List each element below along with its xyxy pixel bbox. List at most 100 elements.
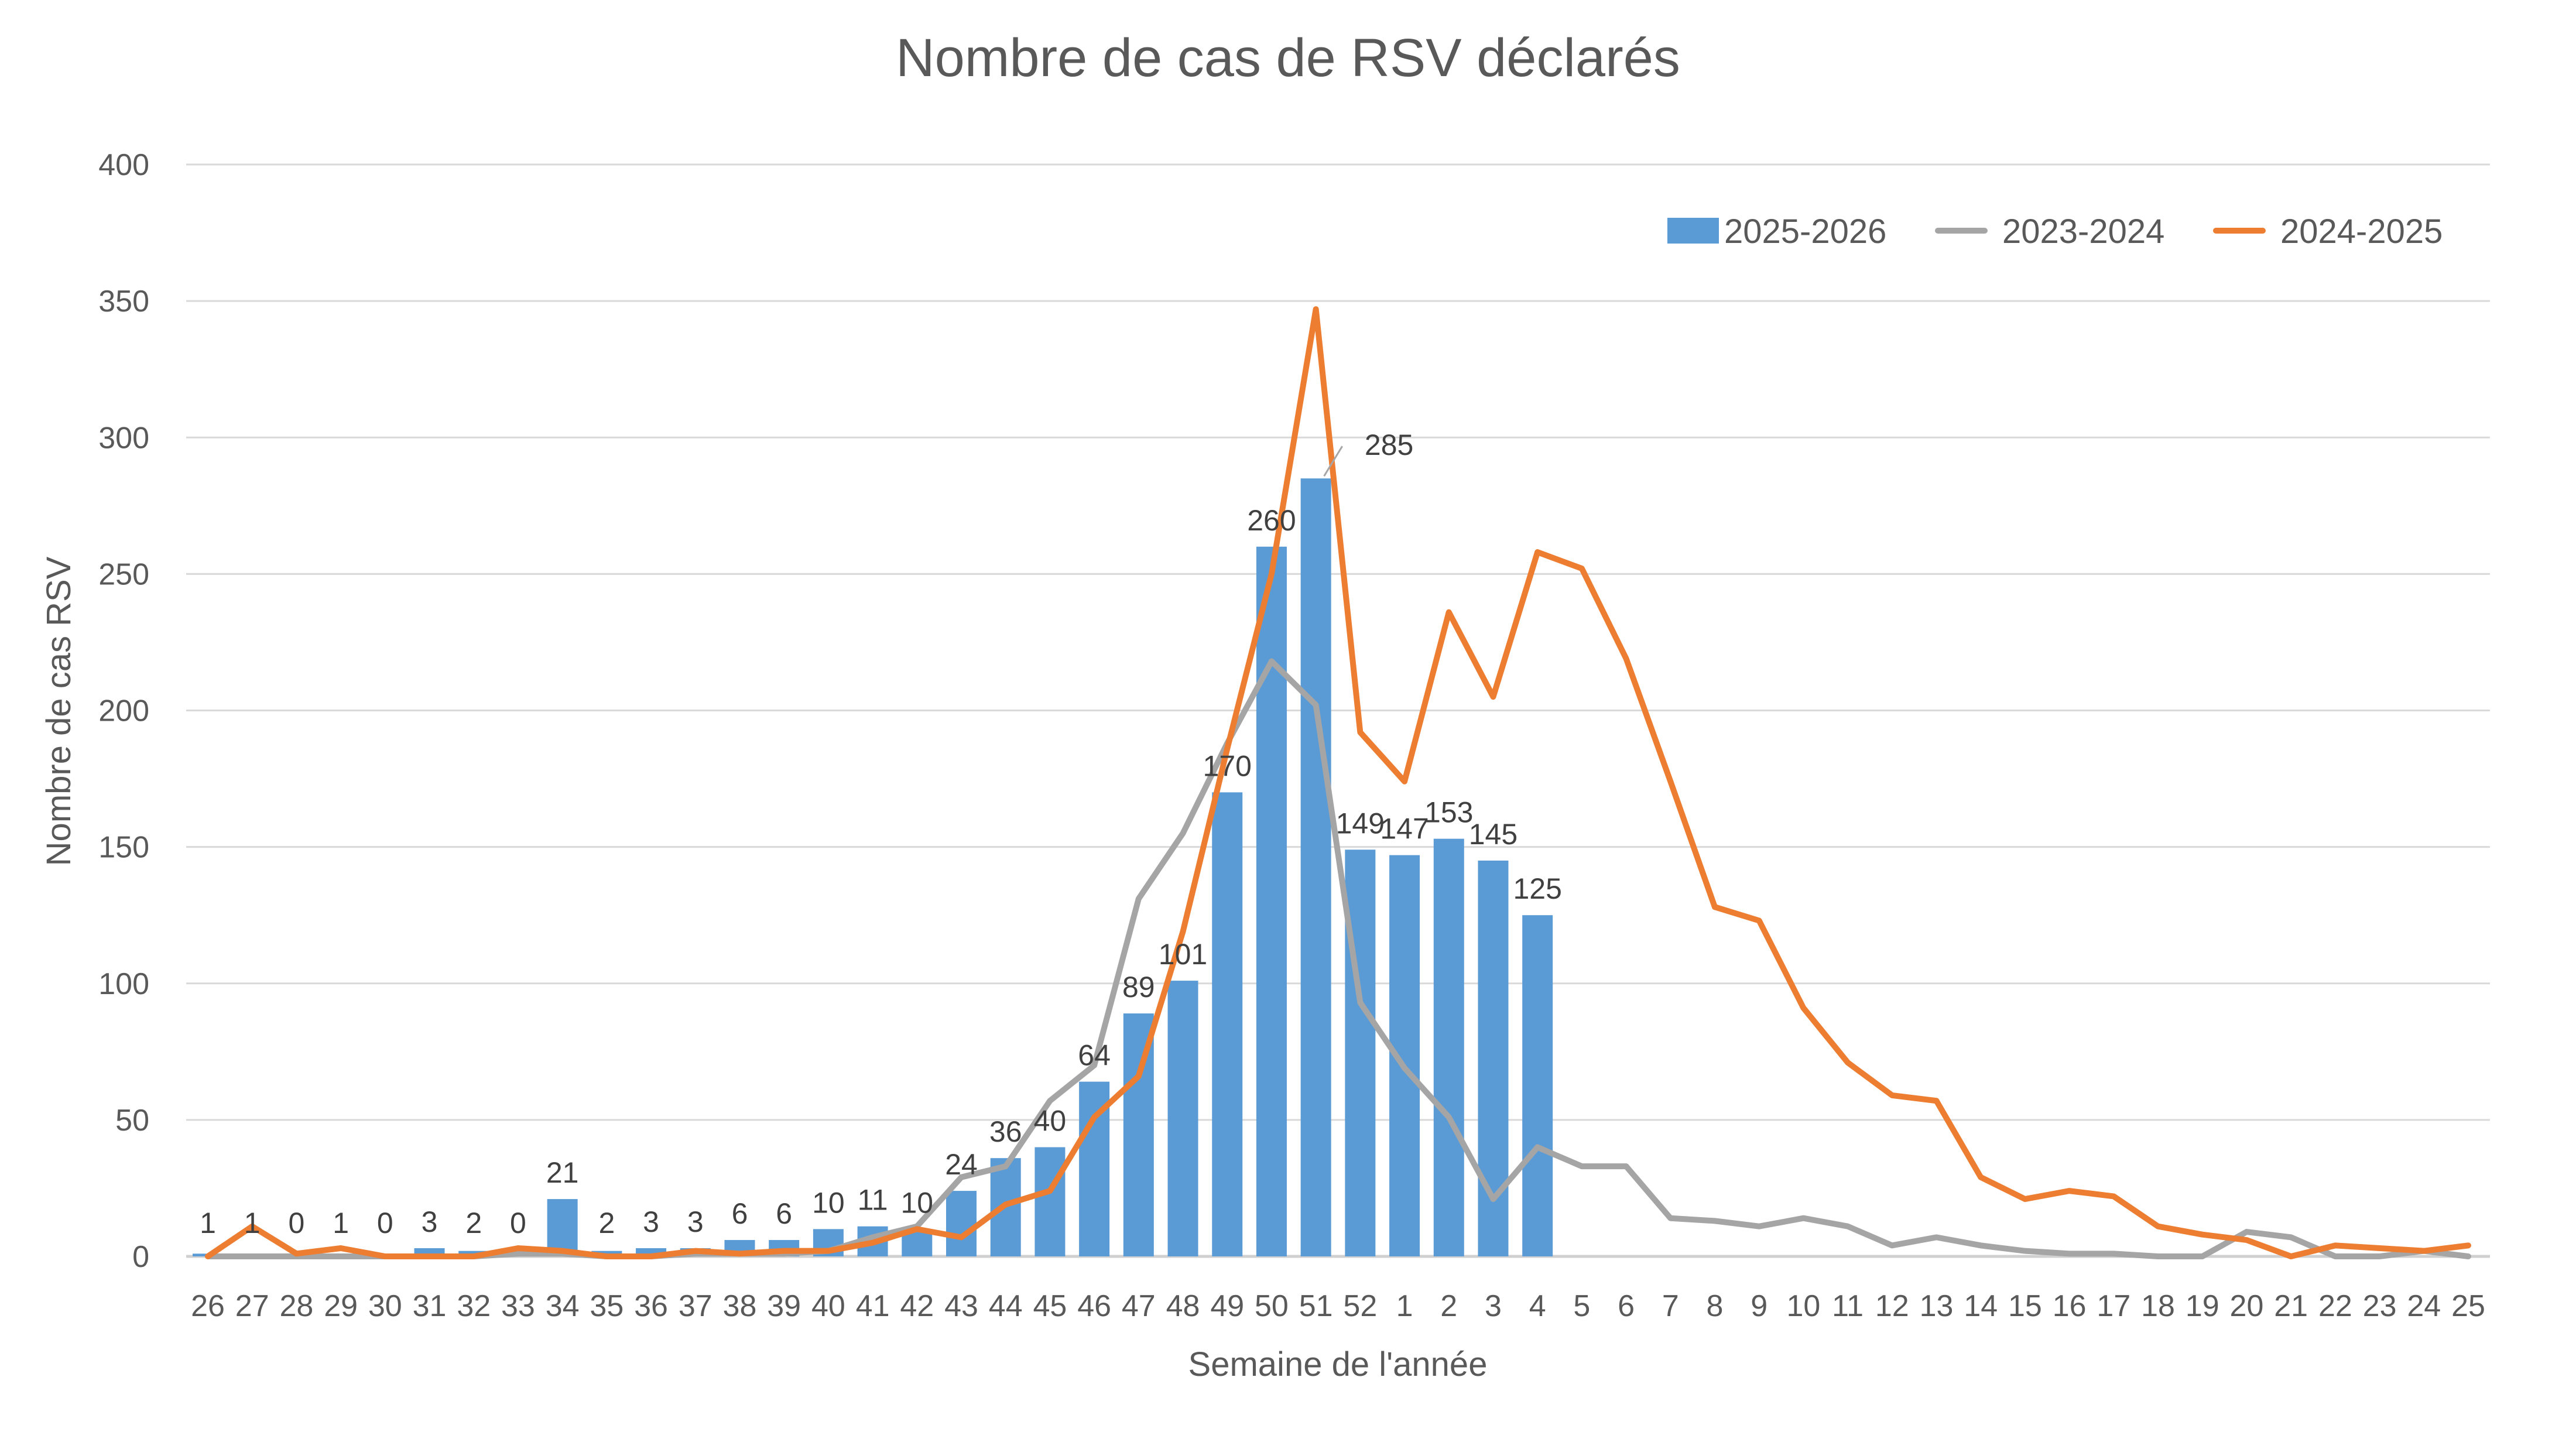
data-label: 64: [1078, 1039, 1111, 1072]
data-label: 0: [510, 1207, 526, 1239]
x-tick-label: 42: [900, 1289, 934, 1323]
x-tick-label: 17: [2097, 1289, 2130, 1323]
x-tick-label: 23: [2363, 1289, 2397, 1323]
x-tick-label: 43: [944, 1289, 978, 1323]
x-tick-label: 36: [634, 1289, 668, 1323]
data-label: 6: [732, 1197, 748, 1230]
x-tick-label: 2: [1440, 1289, 1457, 1323]
y-axis-title: Nombre de cas RSV: [40, 556, 78, 866]
x-tick-label: 31: [413, 1289, 447, 1323]
bar-50: [1256, 546, 1287, 1256]
data-label: 2: [598, 1207, 615, 1239]
x-tick-label: 5: [1573, 1289, 1590, 1323]
data-label: 11: [858, 1184, 888, 1217]
line-2024-2025: [205, 306, 2471, 1259]
bar-48: [1167, 981, 1198, 1256]
x-tick-label: 48: [1166, 1289, 1200, 1323]
data-label: 1: [333, 1207, 349, 1239]
legend-label-2024-2025: 2024-2025: [2280, 213, 2443, 251]
data-label: 0: [377, 1207, 393, 1239]
chart-title: Nombre de cas de RSV déclarés: [896, 28, 1680, 88]
legend-label-2025-2026: 2025-2026: [1724, 213, 1886, 251]
x-tick-label: 16: [2053, 1289, 2087, 1323]
x-tick-label: 52: [1343, 1289, 1377, 1323]
bar-4: [1522, 915, 1553, 1256]
bar-51: [1300, 478, 1331, 1256]
data-label: 3: [687, 1205, 704, 1238]
x-tick-label: 28: [279, 1289, 313, 1323]
y-tick-label: 350: [98, 285, 149, 318]
legend-swatch-bar: [1667, 218, 1719, 244]
data-label: 21: [546, 1156, 579, 1189]
x-tick-label: 7: [1662, 1289, 1679, 1323]
y-tick-label: 0: [132, 1240, 149, 1274]
x-tick-label: 6: [1618, 1289, 1635, 1323]
data-label: 10: [900, 1186, 933, 1219]
data-label: 0: [289, 1207, 305, 1239]
y-tick-label: 50: [115, 1104, 149, 1138]
x-tick-label: 9: [1751, 1289, 1767, 1323]
bar-52: [1345, 849, 1376, 1256]
bar-43: [946, 1191, 977, 1256]
x-tick-label: 35: [590, 1289, 624, 1323]
data-label: 6: [776, 1197, 792, 1230]
x-tick-label: 26: [191, 1289, 225, 1323]
x-tick-label: 18: [2141, 1289, 2175, 1323]
x-tick-label: 22: [2318, 1289, 2352, 1323]
x-tick-label: 51: [1299, 1289, 1333, 1323]
x-tick-label: 32: [457, 1289, 491, 1323]
data-label: 89: [1122, 971, 1155, 1003]
x-tick-label: 15: [2008, 1289, 2042, 1323]
x-tick-label: 33: [501, 1289, 535, 1323]
x-tick-label: 47: [1122, 1289, 1156, 1323]
x-tick-label: 40: [811, 1289, 845, 1323]
x-tick-label: 34: [546, 1289, 580, 1323]
data-label: 3: [422, 1205, 438, 1238]
x-tick-label: 45: [1033, 1289, 1067, 1323]
x-tick-label: 24: [2407, 1289, 2441, 1323]
y-tick-label: 150: [98, 831, 149, 865]
data-label: 147: [1380, 813, 1429, 845]
data-label: 1: [200, 1207, 216, 1239]
x-tick-label: 29: [324, 1289, 358, 1323]
data-label: 260: [1247, 504, 1296, 537]
y-tick-label: 400: [98, 148, 149, 182]
x-tick-label: 1: [1396, 1289, 1413, 1323]
bar-45: [1034, 1147, 1066, 1256]
data-label: 36: [989, 1115, 1022, 1148]
y-tick-label: 300: [98, 421, 149, 455]
x-tick-label: 13: [1920, 1289, 1954, 1323]
x-tick-label: 10: [1786, 1289, 1820, 1323]
x-axis-title: Semaine de l'année: [1188, 1345, 1488, 1383]
x-tick-label: 30: [368, 1289, 402, 1323]
x-tick-label: 8: [1707, 1289, 1724, 1323]
y-tick-label: 200: [98, 694, 149, 728]
bar-34: [547, 1199, 578, 1256]
data-label: 40: [1034, 1105, 1067, 1138]
x-tick-label: 4: [1529, 1289, 1546, 1323]
legend: 2025-2026 2023-2024 2024-2025: [1667, 213, 2443, 251]
x-tick-label: 12: [1875, 1289, 1909, 1323]
data-label: 145: [1469, 818, 1517, 851]
bar-49: [1212, 792, 1243, 1256]
x-tick-label: 49: [1210, 1289, 1244, 1323]
x-tick-label: 11: [1832, 1289, 1864, 1323]
x-tick-label: 14: [1964, 1289, 1998, 1323]
x-tick-label: 25: [2451, 1289, 2485, 1323]
bar-2: [1433, 838, 1464, 1256]
data-label: 3: [643, 1205, 659, 1238]
x-tick-label: 41: [856, 1289, 890, 1323]
data-label: 101: [1159, 938, 1207, 971]
data-label: 285: [1365, 429, 1413, 461]
x-tick-label: 27: [235, 1289, 269, 1323]
x-tick-label: 19: [2186, 1289, 2219, 1323]
data-label: 1: [244, 1207, 261, 1239]
x-tick-label: 37: [679, 1289, 712, 1323]
x-tick-label: 46: [1077, 1289, 1111, 1323]
x-tick-label: 38: [723, 1289, 757, 1323]
data-label: 153: [1424, 796, 1473, 829]
data-label: 2: [465, 1207, 482, 1239]
x-tick-label: 39: [767, 1289, 801, 1323]
legend-label-2023-2024: 2023-2024: [2002, 213, 2164, 251]
